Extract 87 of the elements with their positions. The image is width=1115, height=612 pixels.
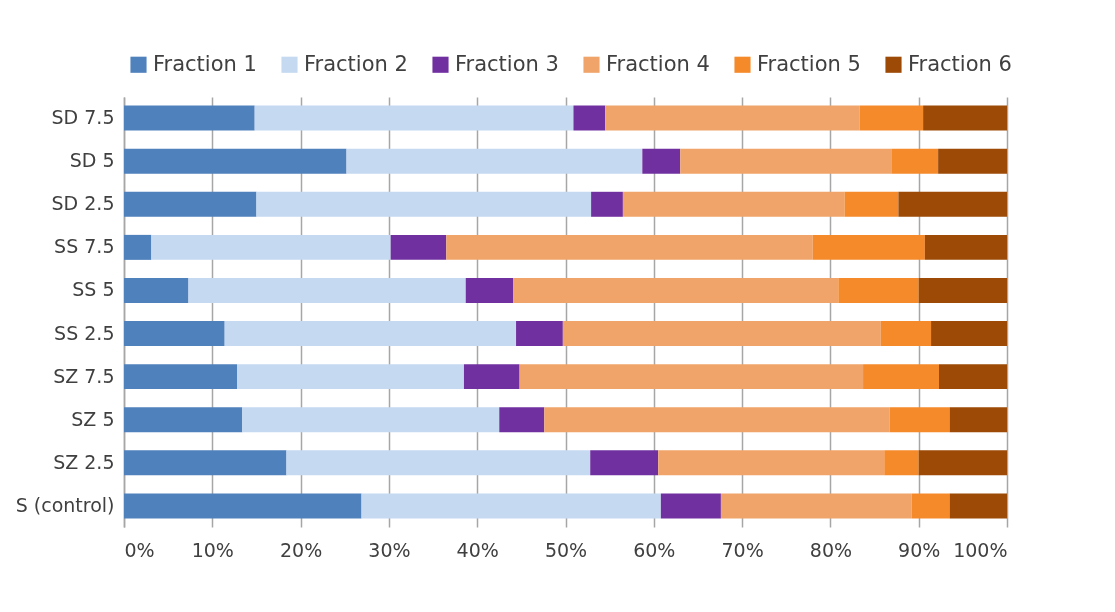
bar <box>242 407 500 433</box>
bar <box>124 493 362 519</box>
bar <box>605 105 860 131</box>
x-tick-label: 10% <box>191 538 234 561</box>
bar <box>124 364 238 390</box>
legend-label: Fraction 6 <box>908 51 1012 76</box>
bar <box>812 234 925 260</box>
bar <box>224 321 517 347</box>
y-tick-label: SD 2.5 <box>51 192 115 215</box>
bar <box>924 234 1007 260</box>
bar <box>516 321 563 347</box>
x-tick-label: 100% <box>953 538 1008 561</box>
bar <box>591 191 623 217</box>
bar <box>188 277 466 303</box>
bar <box>544 407 890 433</box>
bar <box>931 321 1007 347</box>
y-tick-label: SS 7.5 <box>54 235 115 258</box>
x-tick-label: 60% <box>633 538 676 561</box>
y-tick-label: SS 5 <box>72 278 115 301</box>
bar <box>286 450 591 476</box>
legend-label: Fraction 2 <box>304 51 408 76</box>
bar <box>918 450 1007 476</box>
bar <box>891 148 939 174</box>
x-tick-label: 80% <box>809 538 853 561</box>
bar <box>573 105 606 131</box>
y-tick-label: SS 2.5 <box>54 321 115 344</box>
bar <box>939 364 1007 390</box>
bar <box>256 191 592 217</box>
x-tick-label: 90% <box>898 538 941 561</box>
x-tick-label: 40% <box>456 538 499 561</box>
legend-label: Fraction 1 <box>153 51 257 76</box>
bar <box>658 450 885 476</box>
bar <box>898 191 1007 217</box>
bar <box>361 493 661 519</box>
bar <box>923 105 1007 131</box>
bar <box>124 148 347 174</box>
x-tick-label: 0% <box>124 538 155 561</box>
bar <box>513 277 839 303</box>
bar <box>622 191 845 217</box>
bar <box>911 493 950 519</box>
x-tick-label: 30% <box>368 538 411 561</box>
y-tick-label: SD 5 <box>69 149 115 172</box>
y-tick-label: S (control) <box>15 493 115 516</box>
bar <box>680 148 892 174</box>
bar <box>590 450 659 476</box>
bar <box>124 105 255 131</box>
bar <box>519 364 864 390</box>
x-tick-label: 70% <box>721 538 764 561</box>
bar <box>124 277 189 303</box>
bar <box>642 148 681 174</box>
y-tick-label: SZ 2.5 <box>53 450 115 473</box>
bar <box>938 148 1007 174</box>
bar <box>124 234 152 260</box>
bar <box>124 191 257 217</box>
y-tick-label: SZ 5 <box>71 407 115 430</box>
bar <box>124 321 225 347</box>
bar <box>151 234 391 260</box>
bar <box>949 493 1007 519</box>
bar <box>446 234 813 260</box>
bar <box>918 277 1007 303</box>
bar <box>463 364 520 390</box>
legend-label: Fraction 4 <box>606 51 710 76</box>
bar <box>838 277 919 303</box>
y-tick-label: SD 7.5 <box>51 106 115 129</box>
bar <box>660 493 721 519</box>
x-tick-label: 20% <box>279 538 323 561</box>
bar <box>880 321 932 347</box>
bar <box>465 277 514 303</box>
bar <box>237 364 464 390</box>
x-tick-label: 50% <box>544 538 588 561</box>
bar <box>859 105 924 131</box>
bar <box>499 407 545 433</box>
bar <box>562 321 881 347</box>
bar <box>844 191 899 217</box>
bar <box>390 234 447 260</box>
bar <box>124 407 243 433</box>
bar <box>346 148 643 174</box>
bar <box>863 364 940 390</box>
y-tick-label: SZ 7.5 <box>53 364 115 387</box>
legend-label: Fraction 5 <box>757 51 861 76</box>
bar <box>254 105 574 131</box>
bar <box>124 450 287 476</box>
bar <box>889 407 950 433</box>
bar <box>884 450 919 476</box>
bar <box>720 493 912 519</box>
legend-label: Fraction 3 <box>455 51 559 76</box>
bar <box>949 407 1007 433</box>
